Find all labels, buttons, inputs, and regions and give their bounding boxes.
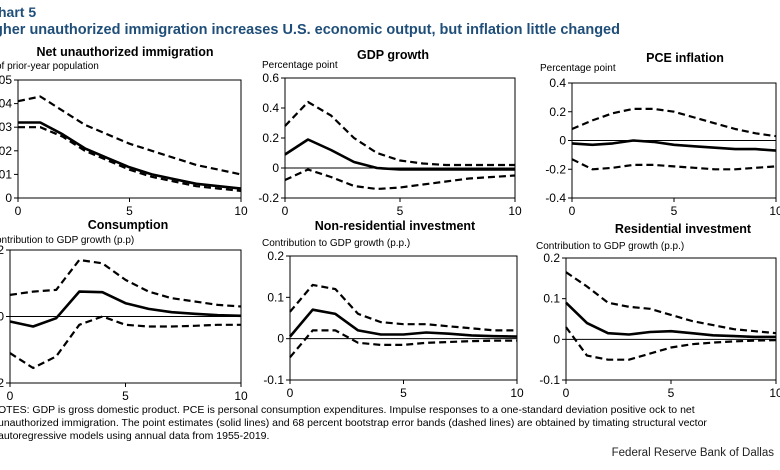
panel-1-x-tick-label: 0 [15, 204, 22, 218]
panel-3-y-tick-label: 0.4 [549, 76, 566, 90]
panel-1-x-tick-label: 5 [126, 204, 133, 218]
panel-3-y-axis-label: Percentage point [540, 63, 616, 74]
panel-6-y-tick-label: -0.1 [539, 373, 560, 387]
panel-1-y-axis-label: of prior-year population [0, 61, 99, 72]
panel-5-point-estimate-line [289, 308, 518, 338]
panel-2-point-estimate-line [284, 138, 515, 171]
panel-6-error-band-line-lower [565, 326, 777, 361]
panel-1-y-tick-label: 02 [0, 144, 12, 158]
panel-3-error-band-line-upper [571, 107, 777, 138]
panel-3-y-tick-label: 0.2 [549, 105, 566, 119]
panel-6-y-axis-label: Contribution to GDP growth (p.p.) [536, 241, 684, 252]
panel-5-x-tick-label: 5 [400, 386, 407, 400]
panel-1-plot-frame [17, 79, 242, 199]
panel-5-x-tick-label: 0 [287, 386, 294, 400]
panel-4-y-axis-label: ontribution to GDP growth (p.p) [0, 235, 134, 246]
panel-2-x-tick-label: 10 [508, 204, 522, 218]
panel-2-y-tick-label: 0.2 [262, 131, 279, 145]
chart-title: hart 5 [0, 4, 37, 20]
panel-2-x-tick-label: 5 [397, 204, 404, 218]
panel-2-y-tick-label: 0 [272, 161, 279, 175]
panel-1-y-tick-label: 0 [5, 191, 12, 205]
panel-3-y-tick-label: 0 [559, 134, 566, 148]
panel-2-y-tick-label: 0.6 [262, 71, 279, 85]
panel-3-point-estimate-line [571, 139, 777, 152]
panel-3-x-tick-label: 5 [671, 204, 678, 218]
panel-1-y-tick-label: 03 [0, 120, 12, 134]
panel-5-y-tick-label: 0.1 [267, 290, 284, 304]
panel-1-y-tick-label: 05 [0, 73, 12, 87]
panel-4-y-tick-label: 2 [0, 376, 4, 390]
panel-5-plot-frame [289, 255, 518, 381]
panel-5-y-tick-label: 0 [277, 332, 284, 346]
panel-4-x-tick-label: 10 [234, 389, 248, 403]
panel-5-error-band-line-upper [289, 283, 517, 332]
panel-4-title: Consumption [88, 218, 169, 232]
panel-2-error-band-line-lower [284, 168, 516, 191]
panel-3-error-band-line-lower [571, 158, 777, 171]
panel-6-x-tick-label: 5 [668, 386, 675, 400]
panel-1-title: Net unauthorized immigration [36, 45, 213, 59]
panel-1-error-band-line-lower [18, 126, 242, 192]
panel-4-error-band-line-lower [9, 315, 241, 370]
panel-2-y-tick-label: -0.2 [258, 191, 279, 205]
panel-4-error-band-line-upper [9, 258, 242, 308]
panel-2-plot-frame [284, 77, 516, 199]
panel-1-x-tick-label: 10 [234, 204, 248, 218]
panel-5-x-tick-label: 10 [510, 386, 524, 400]
panel-5-y-axis-label: Contribution to GDP growth (p.p.) [262, 238, 410, 249]
panel-2-y-tick-label: 0.4 [262, 101, 279, 115]
chart-notes: OTES: GDP is gross domestic product. PCE… [0, 404, 707, 442]
panel-4-x-tick-label: 0 [7, 389, 14, 403]
panel-5-y-tick-label: 0.2 [267, 249, 284, 263]
panel-1-error-band-line-upper [17, 95, 242, 176]
panel-6-point-estimate-line [565, 301, 776, 339]
panel-6-plot-frame [565, 257, 777, 381]
panel-1-y-tick-label: 01 [0, 167, 12, 181]
panel-3-x-tick-label: 0 [569, 204, 576, 218]
panel-1-point-estimate-line [18, 121, 242, 190]
chart-subtitle: gher unauthorized immigration increases … [0, 22, 620, 38]
panel-4-x-tick-label: 5 [122, 389, 129, 403]
panel-5-title: Non-residential investment [315, 219, 476, 233]
panel-2-error-band-line-upper [284, 100, 515, 167]
panel-3-y-tick-label: -0.4 [545, 191, 566, 205]
panel-2-y-axis-label: Percentage point [262, 60, 338, 71]
panel-5-error-band-line-lower [289, 329, 517, 359]
panel-3-x-tick-label: 10 [769, 204, 780, 218]
panel-5-y-tick-label: -0.1 [263, 373, 284, 387]
panel-2-title: GDP growth [357, 48, 429, 62]
panel-6-y-tick-label: 0 [553, 332, 560, 346]
panel-4-y-tick-label: 2 [0, 243, 4, 257]
panel-4-point-estimate-line [9, 290, 242, 328]
panel-1-y-tick-label: 04 [0, 97, 12, 111]
panel-6-y-tick-label: 0.2 [543, 251, 560, 265]
panel-6-x-tick-label: 0 [563, 386, 570, 400]
panel-6-x-tick-label: 10 [769, 386, 780, 400]
panel-6-title: Residential investment [615, 222, 752, 236]
panel-6-y-tick-label: 0.1 [543, 292, 560, 306]
panel-6-error-band-line-upper [565, 271, 777, 335]
panel-3-title: PCE inflation [646, 51, 724, 65]
source-credit: Federal Reserve Bank of Dallas [611, 447, 774, 459]
panel-2-x-tick-label: 0 [282, 204, 289, 218]
panel-4-y-tick-label: 0 [0, 310, 4, 324]
panel-3-y-tick-label: -0.2 [545, 162, 566, 176]
